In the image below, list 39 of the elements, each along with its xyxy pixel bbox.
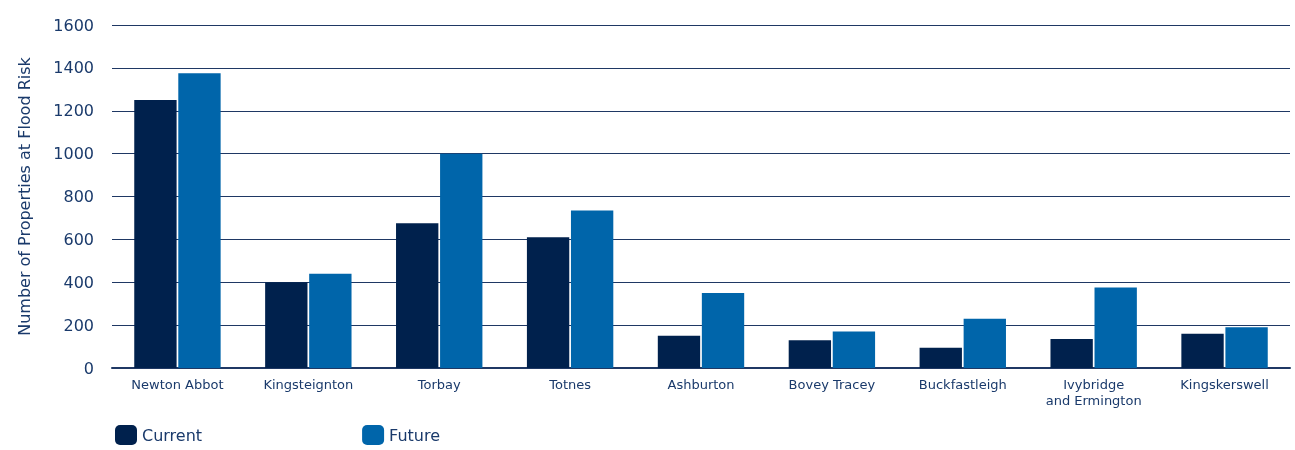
- y-tick-label: 1200: [53, 101, 94, 121]
- y-tick-label: 200: [63, 315, 94, 335]
- y-tick-label: 1400: [53, 58, 94, 78]
- bar: [1225, 327, 1268, 368]
- y-tick-label: 1600: [53, 15, 94, 35]
- legend-label: Current: [142, 425, 203, 445]
- x-tick-label: Bovey Tracey: [788, 376, 876, 392]
- x-tick-label: Ashburton: [667, 376, 735, 392]
- y-tick-label: 800: [63, 187, 94, 206]
- bar: [396, 223, 439, 368]
- bar: [832, 331, 876, 368]
- x-tick-label: Totnes: [548, 376, 592, 392]
- bar: [919, 347, 962, 368]
- bar: [701, 292, 745, 368]
- bar: [570, 210, 614, 368]
- bar: [788, 340, 832, 368]
- bar: [1181, 333, 1224, 368]
- x-tick-label: Buckfastleigh: [918, 376, 1007, 392]
- bar: [178, 73, 221, 368]
- y-tick-label: 0: [83, 358, 94, 378]
- bar: [526, 237, 570, 368]
- bar: [134, 100, 177, 368]
- x-tick-label: Torbay: [416, 376, 461, 392]
- bar: [657, 335, 701, 368]
- y-tick-label: 600: [63, 229, 94, 249]
- bar: [265, 282, 308, 368]
- bar: [309, 273, 352, 368]
- x-tick-label: Kingskerswell: [1180, 376, 1269, 392]
- y-axis-title: Number of Properties at Flood Risk: [14, 56, 34, 336]
- legend-label: Future: [389, 425, 441, 445]
- x-tick-label: Newton Abbot: [131, 376, 224, 392]
- y-tick-label: 1000: [53, 144, 94, 164]
- bar: [1094, 287, 1137, 368]
- bar: [963, 318, 1006, 368]
- bar: [440, 153, 483, 368]
- bar: [1050, 339, 1093, 368]
- x-tick-label: Kingsteignton: [263, 376, 354, 392]
- y-tick-label: 400: [63, 272, 94, 292]
- x-tick-label: Ivybridge and Ermington: [1045, 376, 1142, 408]
